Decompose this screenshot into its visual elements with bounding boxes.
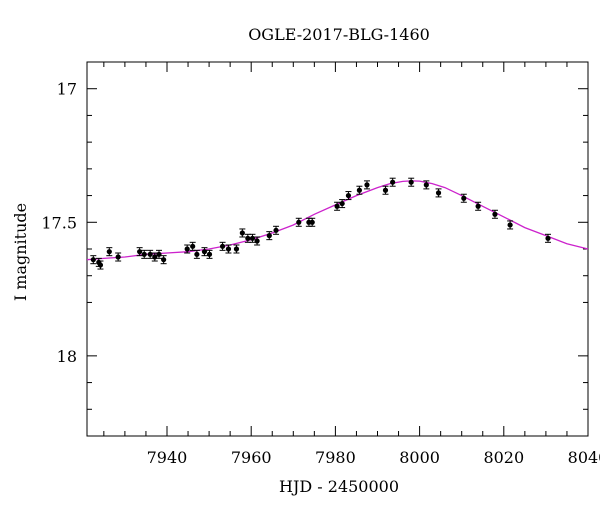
data-point: [254, 238, 260, 244]
data-point: [545, 235, 551, 241]
data-point: [461, 195, 467, 201]
data-point: [266, 233, 272, 239]
data-point: [345, 192, 352, 199]
data-point: [390, 179, 396, 185]
data-point: [356, 187, 362, 193]
data-point: [194, 251, 200, 257]
data-point: [156, 251, 162, 257]
x-axis-label: HJD - 2450000: [279, 477, 399, 496]
x-tick-label: 8020: [483, 448, 524, 467]
x-tick-label: 7980: [315, 448, 356, 467]
data-point: [364, 182, 370, 188]
x-tick-label: 7960: [231, 448, 272, 467]
data-point: [161, 257, 167, 263]
data-point: [97, 262, 104, 268]
data-point: [147, 251, 153, 257]
data-point: [249, 235, 256, 241]
data-point: [475, 203, 481, 209]
model-curve: [86, 180, 589, 261]
data-point: [245, 235, 251, 241]
x-tick-label: 7940: [147, 448, 188, 467]
data-point: [141, 251, 147, 257]
data-point: [296, 219, 302, 225]
data-point: [339, 200, 345, 207]
data-point: [184, 246, 190, 252]
data-point: [507, 222, 513, 228]
y-tick-label: 17: [57, 80, 77, 99]
data-point: [90, 257, 96, 263]
data-point: [273, 227, 279, 233]
data-point: [239, 230, 245, 236]
data-point: [382, 187, 389, 193]
data-point: [408, 179, 414, 185]
data-point: [309, 219, 315, 225]
y-tick-label: 18: [57, 347, 77, 366]
data-point: [115, 254, 121, 260]
data-point: [206, 251, 213, 257]
plot-frame: [86, 61, 589, 437]
data-point: [106, 249, 112, 255]
data-point: [435, 190, 442, 196]
data-point: [492, 211, 498, 217]
data-point: [334, 203, 340, 209]
chart-title: OGLE-2017-BLG-1460: [248, 25, 430, 44]
data-point: [201, 249, 208, 255]
y-tick-label: 17.5: [41, 213, 77, 232]
data-point: [423, 182, 429, 188]
x-tick-label: 8000: [399, 448, 440, 467]
x-tick-label: 8040: [568, 448, 600, 467]
data-point: [219, 243, 226, 249]
data-point: [190, 243, 196, 249]
y-axis-label: I magnitude: [11, 203, 30, 301]
data-point: [225, 246, 232, 252]
data-point: [233, 246, 240, 252]
data-point: [137, 249, 143, 255]
